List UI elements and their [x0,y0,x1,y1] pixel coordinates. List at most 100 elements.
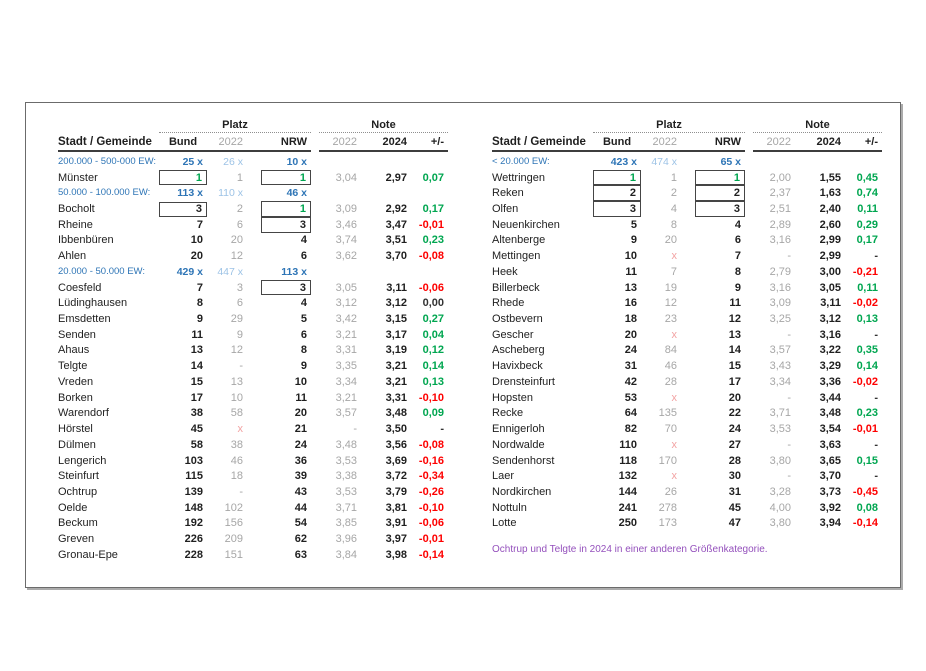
cell-note-2024: 3,91 [361,516,411,532]
cell-gap [745,358,753,374]
platz-2022-value: 135 [658,407,677,420]
platz-2022-value: - [239,485,243,498]
table-row: Telgte 14 - 9 3,35 3,21 0,14 [58,358,450,374]
cell-diff: -0,14 [411,547,448,563]
platz-nrw-value: 1 [299,171,306,184]
cell-note-2022: 3,48 [319,437,361,453]
cell-gap [311,343,319,359]
cell-note-2024: 3,56 [361,437,411,453]
cell-platz-bund: 11 [159,327,207,343]
city-name-text: Ahlen [58,250,87,263]
cell-platz-nrw: 4 [247,233,311,249]
diff-value: -0,02 [852,297,878,310]
diff-value: 0,08 [856,501,878,514]
platz-2022-value: 18 [230,470,243,483]
note-2024-value: 3,16 [819,328,841,341]
cell-gap [311,327,319,343]
note-2024-value: 1,63 [819,187,841,200]
city-name-text: Rheine [58,218,93,231]
cell-platz-2022: - [207,484,247,500]
platz-nrw-value: 12 [728,313,741,326]
cell-note-2024: 2,40 [795,201,845,217]
cell-note-2024: 1,63 [795,185,845,201]
cell-diff: 0,17 [845,233,882,249]
cell-gap [311,453,319,469]
platz-bund-value: 110 [619,438,637,451]
cell-note-2024: 3,11 [361,280,411,296]
cell-category-label: 50.000 - 100.000 EW: [58,185,159,201]
city-name-text: Warendorf [58,407,109,420]
category-2022-count: 474 x [651,155,677,168]
cell-platz-bund: 139 [159,484,207,500]
diff-value: -0,01 [852,423,878,436]
table-row: Rhede 16 12 11 3,09 3,11 -0,02 [492,295,884,311]
cell-platz-nrw: 6 [247,248,311,264]
note-2022-value: 3,42 [335,313,357,326]
city-name-text: Coesfeld [58,281,102,294]
cell-platz-2022: 29 [207,311,247,327]
cell-gap [745,437,753,453]
city-name-text: Lotte [492,517,517,530]
rank-box-nrw: 1 [695,169,745,186]
note-2022-value: 3,80 [769,454,791,467]
cell-platz-nrw: 11 [681,295,745,311]
platz-nrw-value: 47 [728,517,741,530]
platz-2022-value: 6 [236,218,243,231]
cell-diff: -0,06 [411,280,448,296]
city-name-text: Nordwalde [492,438,545,451]
city-name-text: Ennigerloh [492,423,545,436]
note-2022-value: 3,53 [769,423,791,436]
diff-value: - [440,423,444,436]
note-2024-value: 3,22 [819,344,841,357]
city-name-text: Dülmen [58,438,96,451]
cell-platz-bund: 144 [593,484,641,500]
table-row: Lotte 250 173 47 3,80 3,94 -0,14 [492,516,884,532]
category-nrw-count: 113 x [281,265,307,278]
cell-platz-bund: 45 [159,421,207,437]
note-2024-value: 3,17 [385,328,407,341]
cell-platz-bund: 226 [159,531,207,547]
cell-diff: -0,34 [411,468,448,484]
platz-2022-value: 7 [670,265,677,278]
platz-nrw-value: 3 [299,218,306,231]
note-2024-value: 3,50 [385,423,407,436]
cell-city-name: Olfen [492,201,593,217]
column-header-segment-note: 2022 2024 +/- [753,135,882,152]
cell-platz-2022: 10 [207,390,247,406]
table-row: Hörstel 45 x 21 - 3,50 - [58,421,450,437]
cell-platz-bund: 18 [593,311,641,327]
cell-diff: 0,13 [845,311,882,327]
cell-platz-nrw: 12 [681,311,745,327]
cell-city-name: Recke [492,406,593,422]
cell-platz-2022: 7 [641,264,681,280]
group-header-spacer [58,119,159,133]
cell-city-name: Lotte [492,516,593,532]
platz-2022-value: 20 [230,234,243,247]
cell-diff: 0,35 [845,343,882,359]
platz-nrw-value: 39 [294,470,307,483]
platz-nrw-value: 11 [295,391,307,404]
diff-value: 0,23 [856,407,878,420]
cell-note-2022: 3,16 [753,233,795,249]
city-name-text: Olfen [492,203,519,216]
cell-note-2022: 3,57 [319,406,361,422]
cell-note-2022: 3,38 [319,468,361,484]
diff-value: -0,14 [852,517,878,530]
group-header-spacer [492,119,593,133]
note-2022-value: 3,12 [335,297,357,310]
cell-note-2022: 3,42 [319,311,361,327]
cell-note-2024: 1,55 [795,170,845,186]
cell-category-nrw-count: 65 x [681,154,745,170]
city-name-text: Lüdinghausen [58,297,128,310]
platz-nrw-value: 28 [728,454,741,467]
note-2022-value: 3,53 [335,454,357,467]
cell-platz-bund: 53 [593,390,641,406]
platz-bund-value: 11 [625,265,637,278]
table-row: Reken 2 2 2 2,37 1,63 0,74 [492,185,884,202]
cell-diff: 0,15 [845,453,882,469]
cell-platz-2022: 173 [641,516,681,532]
city-name-text: Hörstel [58,423,93,436]
cell-category-label: 200.000 - 500-000 EW: [58,154,159,170]
diff-value: -0,16 [418,454,444,467]
platz-bund-value: 10 [190,234,203,247]
